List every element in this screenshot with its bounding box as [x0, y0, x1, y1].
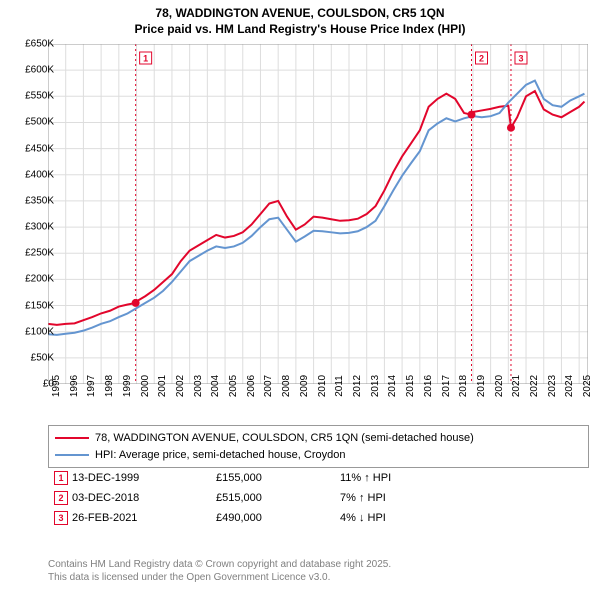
- x-tick-label: 2004: [210, 375, 221, 397]
- y-tick-label: £200K: [8, 274, 54, 285]
- chart-area: 1 2 3: [48, 44, 588, 384]
- svg-text:1: 1: [143, 54, 148, 64]
- x-tick-label: 2021: [511, 375, 522, 397]
- y-tick-label: £350K: [8, 195, 54, 206]
- x-tick-label: 1995: [51, 375, 62, 397]
- chart-container: 78, WADDINGTON AVENUE, COULSDON, CR5 1QN…: [0, 0, 600, 590]
- x-tick-label: 2017: [441, 375, 452, 397]
- legend-swatch: [55, 454, 89, 456]
- x-tick-label: 2008: [281, 375, 292, 397]
- y-tick-label: £150K: [8, 300, 54, 311]
- x-tick-label: 2024: [564, 375, 575, 397]
- marker-pct: 7% ↑ HPI: [340, 492, 460, 504]
- marker-row: 2 03-DEC-2018 £515,000 7% ↑ HPI: [48, 488, 589, 508]
- legend-label: HPI: Average price, semi-detached house,…: [95, 447, 346, 464]
- marker-date: 13-DEC-1999: [72, 472, 212, 484]
- legend-item: HPI: Average price, semi-detached house,…: [55, 447, 582, 464]
- y-tick-label: £400K: [8, 169, 54, 180]
- x-tick-label: 2020: [494, 375, 505, 397]
- x-tick-label: 1996: [69, 375, 80, 397]
- marker-badge: 1: [54, 471, 68, 485]
- y-tick-label: £250K: [8, 248, 54, 259]
- title-line2: Price paid vs. HM Land Registry's House …: [0, 22, 600, 38]
- y-tick-label: £500K: [8, 117, 54, 128]
- marker-table: 1 13-DEC-1999 £155,000 11% ↑ HPI 2 03-DEC-201…: [48, 468, 589, 528]
- x-tick-label: 2014: [387, 375, 398, 397]
- footer-attribution: Contains HM Land Registry data © Crown c…: [48, 559, 391, 584]
- marker-badge: 3: [54, 511, 68, 525]
- x-tick-label: 2007: [263, 375, 274, 397]
- svg-text:2: 2: [479, 54, 484, 64]
- x-tick-label: 1999: [122, 375, 133, 397]
- x-tick-label: 2006: [246, 375, 257, 397]
- chart-title: 78, WADDINGTON AVENUE, COULSDON, CR5 1QN…: [0, 0, 600, 37]
- x-tick-label: 2018: [458, 375, 469, 397]
- svg-text:3: 3: [518, 54, 523, 64]
- x-tick-label: 2009: [299, 375, 310, 397]
- x-tick-label: 2005: [228, 375, 239, 397]
- marker-date: 03-DEC-2018: [72, 492, 212, 504]
- footer-line2: This data is licensed under the Open Gov…: [48, 572, 391, 585]
- marker-price: £155,000: [216, 472, 336, 484]
- legend-swatch: [55, 437, 89, 439]
- x-tick-label: 2022: [529, 375, 540, 397]
- plot-svg: 1 2 3: [48, 44, 588, 384]
- x-tick-label: 2011: [334, 375, 345, 397]
- x-tick-label: 2016: [423, 375, 434, 397]
- marker-row: 1 13-DEC-1999 £155,000 11% ↑ HPI: [48, 468, 589, 488]
- marker-row: 3 26-FEB-2021 £490,000 4% ↓ HPI: [48, 508, 589, 528]
- legend: 78, WADDINGTON AVENUE, COULSDON, CR5 1QN…: [48, 425, 589, 468]
- legend-item: 78, WADDINGTON AVENUE, COULSDON, CR5 1QN…: [55, 430, 582, 447]
- x-tick-label: 1997: [86, 375, 97, 397]
- x-tick-label: 2013: [370, 375, 381, 397]
- x-tick-label: 2010: [317, 375, 328, 397]
- x-tick-label: 2012: [352, 375, 363, 397]
- y-tick-label: £550K: [8, 91, 54, 102]
- y-tick-label: £650K: [8, 39, 54, 50]
- marker-price: £490,000: [216, 512, 336, 524]
- marker-date: 26-FEB-2021: [72, 512, 212, 524]
- x-tick-label: 2000: [140, 375, 151, 397]
- x-tick-label: 2002: [175, 375, 186, 397]
- marker-price: £515,000: [216, 492, 336, 504]
- y-tick-label: £50K: [8, 352, 54, 363]
- y-tick-label: £300K: [8, 222, 54, 233]
- marker-pct: 11% ↑ HPI: [340, 472, 460, 484]
- footer-line1: Contains HM Land Registry data © Crown c…: [48, 559, 391, 572]
- legend-label: 78, WADDINGTON AVENUE, COULSDON, CR5 1QN…: [95, 430, 474, 447]
- x-tick-label: 2019: [476, 375, 487, 397]
- y-tick-label: £0: [8, 379, 54, 390]
- x-tick-label: 2015: [405, 375, 416, 397]
- marker-badge: 2: [54, 491, 68, 505]
- x-tick-label: 1998: [104, 375, 115, 397]
- marker-pct: 4% ↓ HPI: [340, 512, 460, 524]
- x-tick-label: 2001: [157, 375, 168, 397]
- y-tick-label: £600K: [8, 65, 54, 76]
- x-tick-label: 2003: [193, 375, 204, 397]
- x-tick-label: 2025: [582, 375, 593, 397]
- title-line1: 78, WADDINGTON AVENUE, COULSDON, CR5 1QN: [0, 6, 600, 22]
- y-tick-label: £450K: [8, 143, 54, 154]
- x-tick-label: 2023: [547, 375, 558, 397]
- y-tick-label: £100K: [8, 326, 54, 337]
